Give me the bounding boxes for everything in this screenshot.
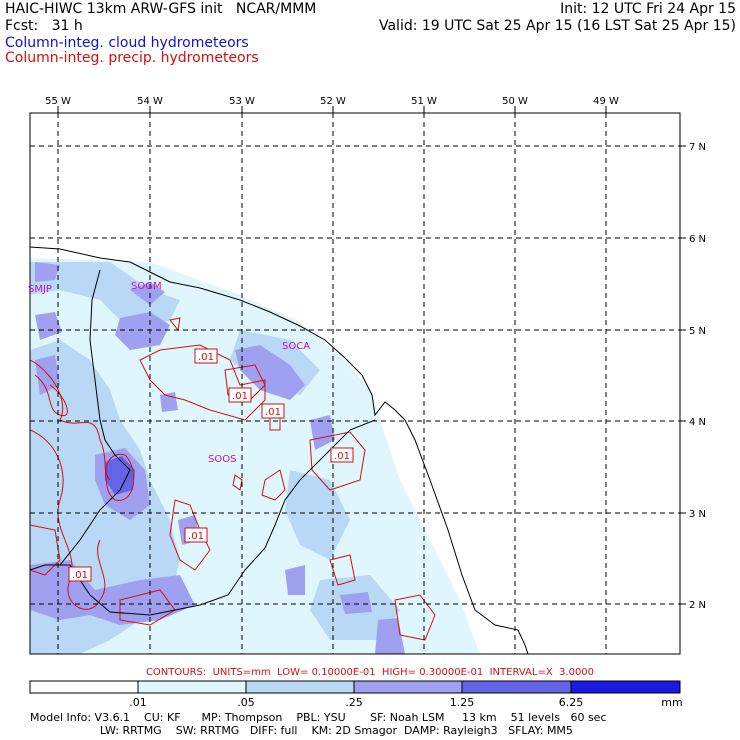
cloud-fill-area — [375, 618, 405, 654]
lon-label: 52 W — [320, 96, 346, 107]
legend-swatch — [137, 680, 247, 694]
svg-text:.01: .01 — [188, 531, 204, 542]
legend-tick-label: .01 — [129, 696, 147, 709]
legend-units: mm — [661, 696, 683, 709]
precip-field-title: Column-integ. precip. hydrometeors — [5, 50, 259, 66]
lat-label: 5 N — [689, 326, 706, 337]
border-line — [55, 419, 376, 616]
cloud-fill-area — [340, 592, 372, 614]
cloud-fill-area — [130, 282, 165, 305]
site-label: SMJP — [28, 284, 52, 295]
legend-tick-label: 6.25 — [558, 696, 584, 709]
cloud-fill-area — [35, 262, 60, 282]
legend-tick-label: .05 — [237, 696, 255, 709]
cloud-fill-area — [285, 470, 350, 560]
valid-time: Valid: 19 UTC Sat 25 Apr 15 (16 LST Sat … — [378, 18, 736, 34]
lat-label: 2 N — [689, 600, 706, 611]
frame-ticks — [57, 106, 686, 605]
cloud-hydrometeor-shading — [30, 258, 480, 654]
contour-label: .01 — [184, 527, 208, 543]
lon-label: 51 W — [411, 96, 437, 107]
precip-contour — [30, 359, 135, 501]
precip-contour — [232, 474, 243, 491]
color-legend-bar — [29, 680, 681, 694]
legend-swatch — [570, 680, 681, 694]
border-line — [30, 269, 131, 571]
lat-label: 4 N — [689, 417, 706, 428]
lat-label: 3 N — [689, 509, 706, 520]
lon-label: 49 W — [593, 96, 619, 107]
model-info-line2: LW: RRTMG SW: RRTMG DIFF: full KM: 2D Sm… — [30, 724, 573, 737]
cloud-fill-area — [35, 312, 62, 340]
plot-title: HAIC-HIWC 13km ARW-GFS init NCAR/MMM — [5, 1, 317, 17]
cloud-field-title: Column-integ. cloud hydrometeors — [5, 35, 249, 51]
precip-contour — [394, 594, 436, 641]
cloud-fill-area — [160, 392, 178, 412]
cloud-fill-area — [310, 415, 335, 450]
precip-contour — [309, 431, 366, 491]
cloud-fill-area — [115, 312, 170, 350]
precip-contour — [34, 374, 68, 417]
graticule — [30, 113, 680, 654]
lon-label: 50 W — [502, 96, 528, 107]
lon-label: 55 W — [45, 96, 71, 107]
cloud-fill-area — [235, 345, 305, 400]
contour-label: .01 — [330, 447, 354, 463]
legend-swatch — [29, 680, 139, 694]
lon-label: 54 W — [137, 96, 163, 107]
legend-tick-label: 1.25 — [449, 696, 475, 709]
svg-text:.01: .01 — [265, 407, 281, 418]
lat-label: 7 N — [689, 142, 706, 153]
svg-text:.01: .01 — [232, 391, 248, 402]
svg-text:.01: .01 — [198, 352, 214, 363]
legend-tick-label: .25 — [345, 696, 363, 709]
contour-label: .01 — [261, 403, 285, 419]
legend-swatch — [353, 680, 463, 694]
precip-contour — [329, 554, 356, 586]
precip-contours — [30, 317, 436, 641]
precip-contour — [261, 469, 286, 501]
contour-label: .01 — [68, 566, 92, 582]
model-info-line1: Model Info: V3.6.1 CU: KF MP: Thompson P… — [30, 711, 607, 724]
lat-label: 6 N — [689, 234, 706, 245]
cloud-fill-area — [30, 262, 180, 330]
svg-text:.01: .01 — [72, 570, 88, 581]
contour-label: .01 — [228, 387, 252, 403]
coastline — [30, 246, 529, 654]
legend-swatch — [245, 680, 355, 694]
precip-contour — [169, 499, 211, 571]
site-label: SOOS — [208, 454, 236, 465]
precip-contour — [139, 344, 266, 421]
contour-label: .01 — [194, 348, 218, 364]
svg-text:.01: .01 — [334, 451, 350, 462]
map-frame — [29, 112, 681, 655]
precip-contour — [119, 589, 176, 626]
site-label: SOCA — [282, 341, 310, 352]
contours-info: CONTOURS: UNITS=mm LOW= 0.10000E-01 HIGH… — [145, 667, 595, 678]
forecast-hour: Fcst: 31 h — [5, 18, 83, 34]
init-time: Init: 12 UTC Fri 24 Apr 15 — [560, 1, 736, 17]
precip-contour — [169, 317, 181, 332]
legend-swatch — [461, 680, 572, 694]
precip-contour — [30, 524, 61, 576]
precip-contour — [224, 364, 266, 401]
cloud-fill-area — [285, 565, 305, 595]
cloud-fill-area — [35, 355, 60, 395]
site-label: SOGM — [131, 281, 162, 292]
lon-label: 53 W — [229, 96, 255, 107]
cloud-fill-area — [105, 456, 135, 495]
